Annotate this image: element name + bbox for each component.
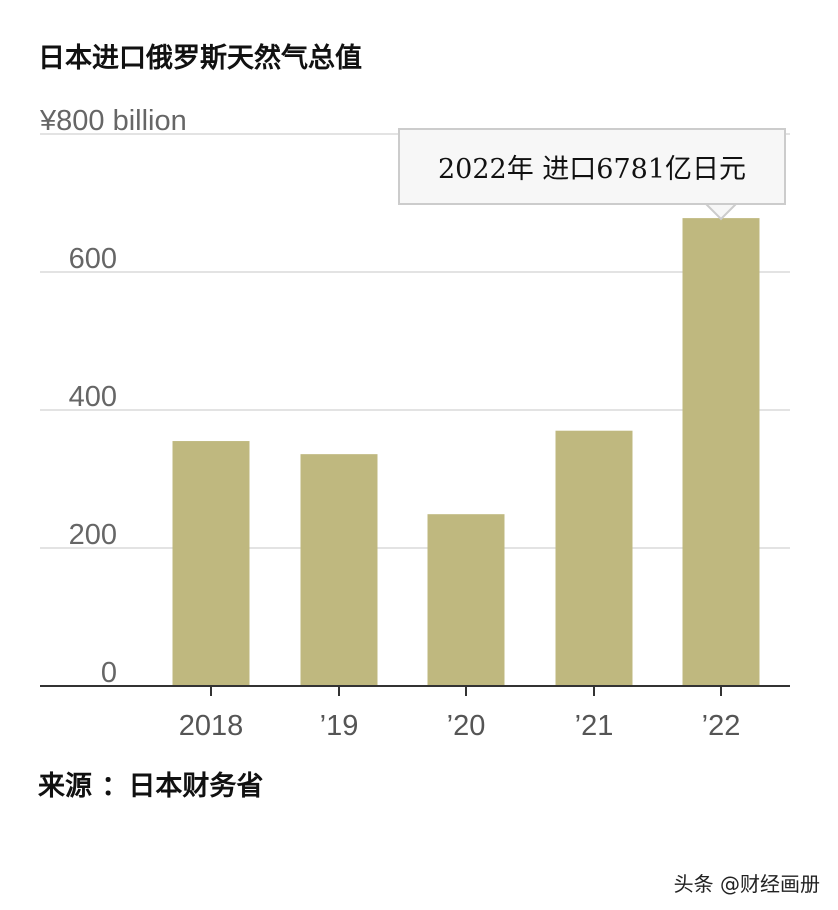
annotation-callout: 2022年 进口6781亿日元 (398, 128, 786, 205)
y-tick-label: 0 (101, 657, 117, 689)
y-tick-label: ¥800 billion (39, 105, 187, 137)
y-tick-label: 400 (69, 381, 117, 413)
callout-pointer (703, 203, 739, 221)
y-tick-label: 600 (69, 243, 117, 275)
bar (300, 454, 378, 686)
x-tick-label: ’22 (702, 710, 741, 742)
bar (555, 430, 633, 686)
bar (427, 514, 505, 686)
x-tick-label: 2018 (179, 710, 244, 742)
bar (172, 441, 250, 686)
x-tick-label: ’20 (447, 710, 486, 742)
x-tick-label: ’19 (320, 710, 359, 742)
watermark: 头条 @财经画册 (673, 872, 820, 896)
x-tick-label: ’21 (575, 710, 614, 742)
chart-title: 日本进口俄罗斯天然气总值 (38, 43, 362, 74)
source-note: 来源 ：日本财务省 (38, 771, 264, 802)
y-tick-label: 200 (69, 519, 117, 551)
bar (682, 218, 760, 686)
